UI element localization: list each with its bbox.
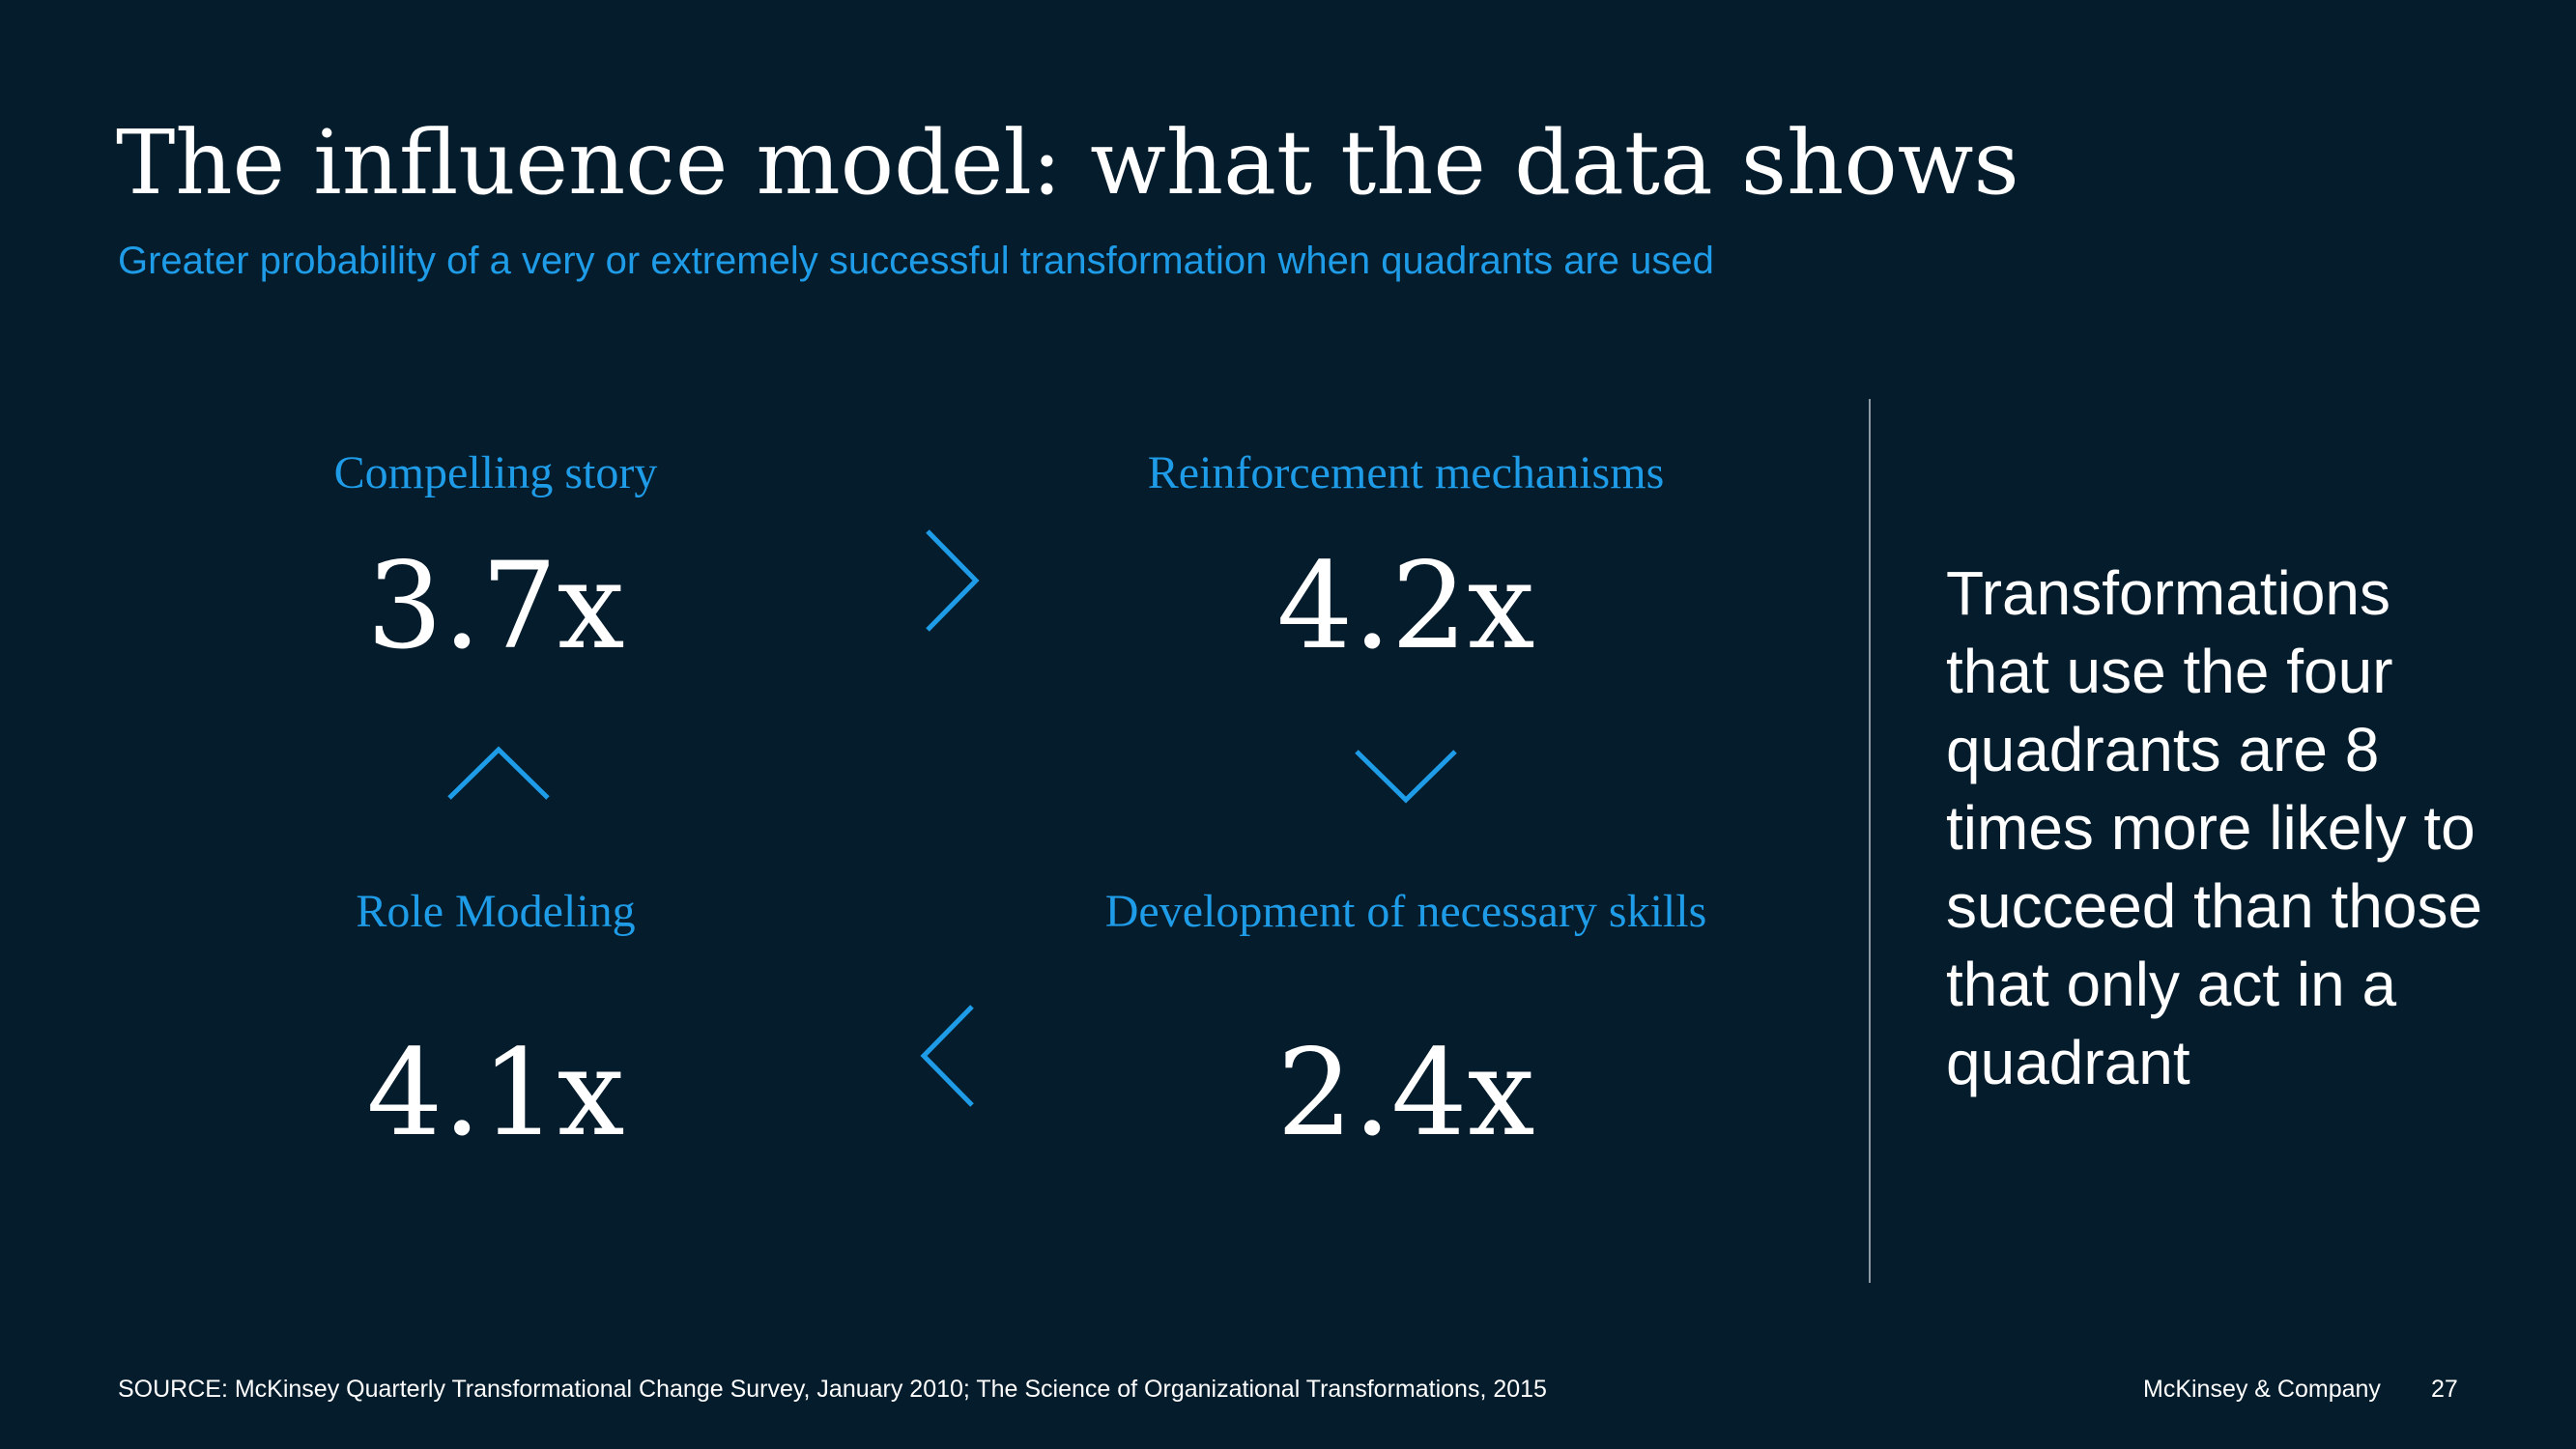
quadrant-label-compelling-story: Compelling story xyxy=(333,447,658,498)
slide-title: The influence model: what the data shows xyxy=(116,111,2019,214)
company-name: McKinsey & Company xyxy=(2143,1376,2381,1403)
quadrant-value-role-modeling: 4.1x xyxy=(366,1024,625,1163)
chevron-down-icon xyxy=(1355,750,1457,804)
callout-text: Transformations that use the four quadra… xyxy=(1946,558,2483,1097)
quadrant-value-reinforcement-mechanisms: 4.2x xyxy=(1276,537,1535,676)
chevron-right-icon xyxy=(926,529,980,632)
quadrant-value-development-of-skills: 2.4x xyxy=(1276,1024,1535,1163)
vertical-divider xyxy=(1869,399,1871,1283)
source-note: SOURCE: McKinsey Quarterly Transformatio… xyxy=(118,1376,1547,1403)
slide-subtitle: Greater probability of a very or extreme… xyxy=(118,240,1714,282)
chevron-up-icon xyxy=(447,746,550,800)
quadrant-label-reinforcement-mechanisms: Reinforcement mechanisms xyxy=(1147,447,1665,498)
quadrant-label-development-of-skills: Development of necessary skills xyxy=(1104,886,1707,937)
quadrant-value-compelling-story: 3.7x xyxy=(366,537,625,676)
chevron-left-icon xyxy=(920,1005,974,1107)
quadrant-label-role-modeling: Role Modeling xyxy=(356,886,636,937)
page-number: 27 xyxy=(2431,1376,2458,1403)
